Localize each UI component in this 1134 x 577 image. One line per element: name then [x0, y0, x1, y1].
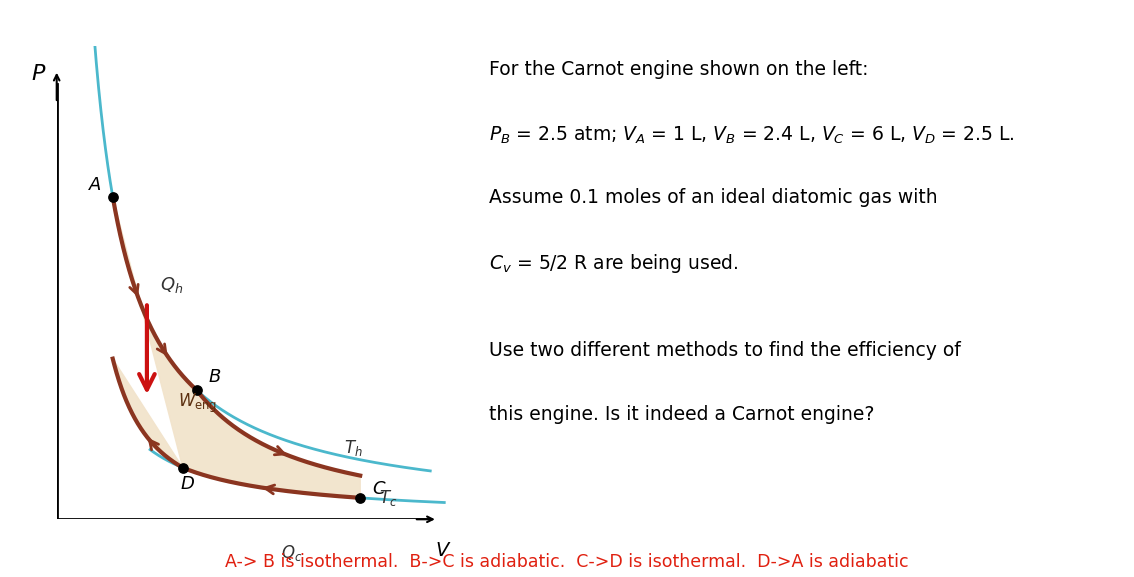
Text: $T_h$: $T_h$ — [344, 437, 363, 458]
Polygon shape — [112, 197, 361, 498]
Point — [174, 463, 192, 473]
Text: A: A — [90, 176, 102, 194]
Text: B: B — [209, 368, 221, 385]
Text: V: V — [435, 541, 448, 560]
Text: P: P — [32, 64, 44, 84]
Text: Assume 0.1 moles of an ideal diatomic gas with: Assume 0.1 moles of an ideal diatomic ga… — [489, 188, 938, 207]
Point — [352, 493, 370, 503]
Text: $Q_h$: $Q_h$ — [160, 275, 183, 294]
Text: $Q_c$: $Q_c$ — [281, 543, 302, 563]
Text: this engine. Is it indeed a Carnot engine?: this engine. Is it indeed a Carnot engin… — [489, 405, 874, 424]
Text: D: D — [180, 475, 194, 493]
Text: C: C — [372, 479, 384, 497]
Text: For the Carnot engine shown on the left:: For the Carnot engine shown on the left: — [489, 61, 869, 80]
Text: $P_B$ = 2.5 atm; $V_A$ = 1 L, $V_B$ = 2.4 L, $V_C$ = 6 L, $V_D$ = 2.5 L.: $P_B$ = 2.5 atm; $V_A$ = 1 L, $V_B$ = 2.… — [489, 124, 1015, 145]
Point — [103, 192, 121, 201]
Point — [188, 385, 206, 395]
Text: Use two different methods to find the efficiency of: Use two different methods to find the ef… — [489, 342, 960, 361]
Text: $T_c$: $T_c$ — [379, 488, 397, 508]
Text: $C_v$ = 5/2 R are being used.: $C_v$ = 5/2 R are being used. — [489, 252, 738, 275]
Text: A-> B is isothermal.  B->C is adiabatic.  C->D is isothermal.  D->A is adiabatic: A-> B is isothermal. B->C is adiabatic. … — [226, 553, 908, 571]
Text: $W_{\rm eng}$: $W_{\rm eng}$ — [178, 392, 218, 415]
